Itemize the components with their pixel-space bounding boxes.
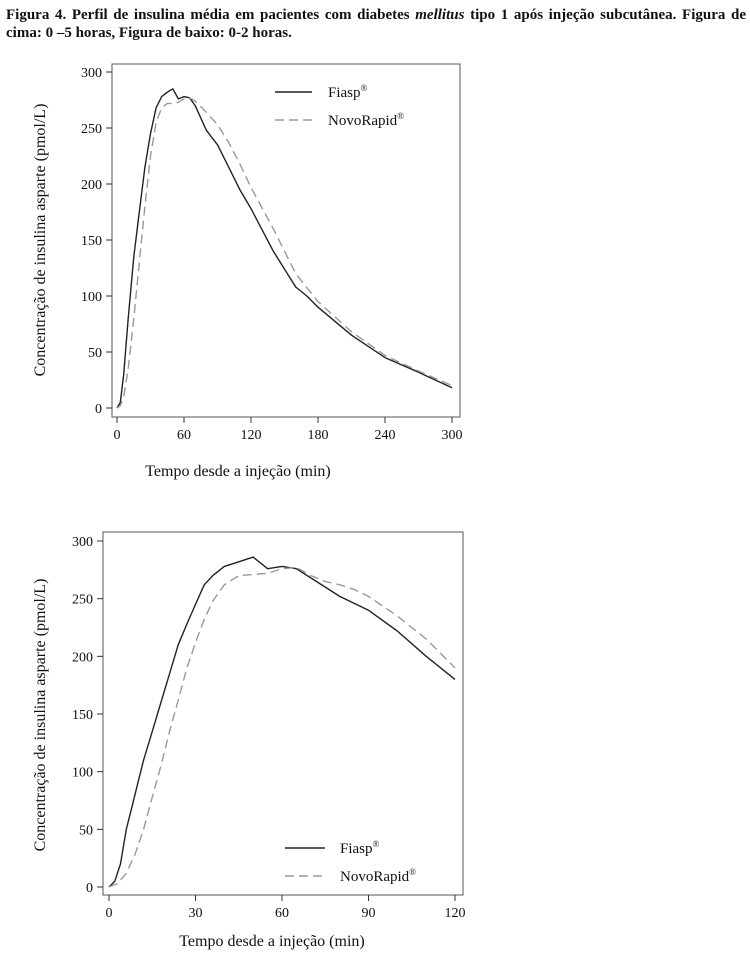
- y-tick-label: 100: [81, 290, 102, 305]
- chart-2: 0 50 100 150 200 250 300 0 30 60 90 120 Tempo desde …: [32, 531, 466, 950]
- y-tick-label: 250: [81, 122, 102, 137]
- y-tick-label: 200: [72, 650, 93, 665]
- x-tick-label: 120: [241, 428, 262, 443]
- caption-text-1: Figura 4. Perfil de insulina média em pa…: [6, 7, 416, 23]
- x-tick-label: 0: [106, 906, 113, 921]
- x-tick-label: 0: [114, 428, 121, 443]
- x-axis-label: Tempo desde a injeção (min): [145, 463, 330, 480]
- legend-label-fiasp: Fiasp®: [328, 83, 368, 101]
- legend-registered-mark: ®: [409, 867, 416, 877]
- x-tick-label: 300: [442, 428, 463, 443]
- legend-label-novorapid: NovoRapid®: [340, 867, 416, 885]
- y-tick-label: 50: [88, 346, 102, 361]
- y-tick-label: 150: [81, 234, 102, 249]
- x-axis-label: Tempo desde a injeção (min): [179, 933, 364, 950]
- legend-label-novorapid: NovoRapid®: [328, 111, 404, 129]
- x-tick-label: 60: [177, 428, 191, 443]
- figure-caption: Figura 4. Perfil de insulina média em pa…: [6, 6, 746, 42]
- y-tick-label: 200: [81, 178, 102, 193]
- x-tick-label: 120: [445, 906, 466, 921]
- x-tick-label: 180: [308, 428, 329, 443]
- y-tick-label: 50: [79, 823, 93, 838]
- x-tick-label: 30: [189, 906, 203, 921]
- y-axis-label: Concentração de insulina asparte (pmol/L…: [32, 579, 49, 852]
- y-axis-label: Concentração de insulina asparte (pmol/L…: [32, 104, 49, 377]
- x-tick-label: 60: [275, 906, 289, 921]
- y-tick-label: 150: [72, 708, 93, 723]
- legend-label-fiasp: Fiasp®: [340, 839, 380, 857]
- series-line-novorapid: [108, 566, 456, 888]
- legend-registered-mark: ®: [397, 111, 404, 121]
- x-tick-label: 90: [362, 906, 376, 921]
- caption-text-2: tipo 1 após injeção subcutânea. Figura d…: [6, 7, 746, 41]
- chart-1: 0 50 100 150 200 250 300 0 60 120 180 240 300 Tempo d…: [32, 63, 463, 480]
- series-line-novorapid: [116, 97, 453, 409]
- y-tick-label: 100: [72, 766, 93, 781]
- caption-italic-term: mellitus: [415, 7, 465, 23]
- legend-registered-mark: ®: [373, 839, 380, 849]
- series-line-fiasp: [116, 88, 453, 409]
- y-tick-label: 0: [95, 402, 102, 417]
- legend-registered-mark: ®: [361, 83, 368, 93]
- y-tick-label: 300: [81, 66, 102, 81]
- plot-frame: [111, 63, 461, 418]
- y-tick-label: 300: [72, 535, 93, 550]
- series-line-fiasp: [108, 556, 456, 888]
- x-tick-label: 240: [375, 428, 396, 443]
- y-tick-label: 0: [86, 881, 93, 896]
- y-tick-label: 250: [72, 593, 93, 608]
